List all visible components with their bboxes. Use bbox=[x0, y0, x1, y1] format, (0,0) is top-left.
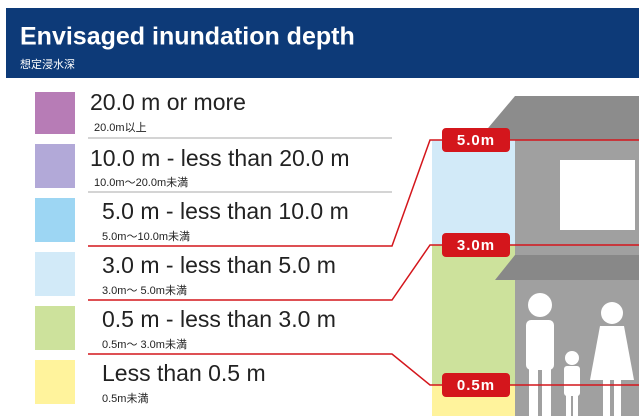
subtitle: 想定浸水深 bbox=[20, 57, 75, 71]
legend-label: 0.5 m - less than 3.0 m bbox=[102, 306, 336, 332]
legend-sublabel: 10.0m～20.0m未満 bbox=[94, 176, 188, 189]
water-3-5 bbox=[432, 140, 515, 245]
infographic: Envisaged inundation depth 想定浸水深 20.0 m … bbox=[0, 0, 639, 416]
swatch bbox=[35, 144, 75, 188]
legend-sublabel: 5.0m～10.0m未満 bbox=[102, 230, 190, 243]
legend-sublabel: 0.5m～ 3.0m未満 bbox=[102, 338, 187, 351]
swatch bbox=[35, 252, 75, 296]
legend-label: 10.0 m - less than 20.0 m bbox=[90, 145, 350, 171]
marker-label: 0.5m bbox=[457, 377, 495, 394]
swatch bbox=[35, 198, 75, 242]
marker-label: 3.0m bbox=[457, 237, 495, 254]
swatch bbox=[35, 360, 75, 404]
legend-sublabel: 20.0m以上 bbox=[94, 121, 147, 134]
legend-sublabel: 0.5m未満 bbox=[102, 392, 148, 405]
window bbox=[560, 160, 635, 230]
legend-label: 3.0 m - less than 5.0 m bbox=[102, 252, 336, 278]
water-05-3 bbox=[432, 245, 515, 385]
swatch bbox=[35, 92, 75, 134]
eave bbox=[495, 255, 639, 280]
legend-label: Less than 0.5 m bbox=[102, 360, 266, 386]
legend-label: 5.0 m - less than 10.0 m bbox=[102, 198, 349, 224]
swatch bbox=[35, 306, 75, 350]
legend-label: 20.0 m or more bbox=[90, 89, 246, 115]
marker-label: 5.0m bbox=[457, 132, 495, 149]
title: Envisaged inundation depth bbox=[20, 23, 355, 51]
legend-sublabel: 3.0m～ 5.0m未満 bbox=[102, 284, 187, 297]
